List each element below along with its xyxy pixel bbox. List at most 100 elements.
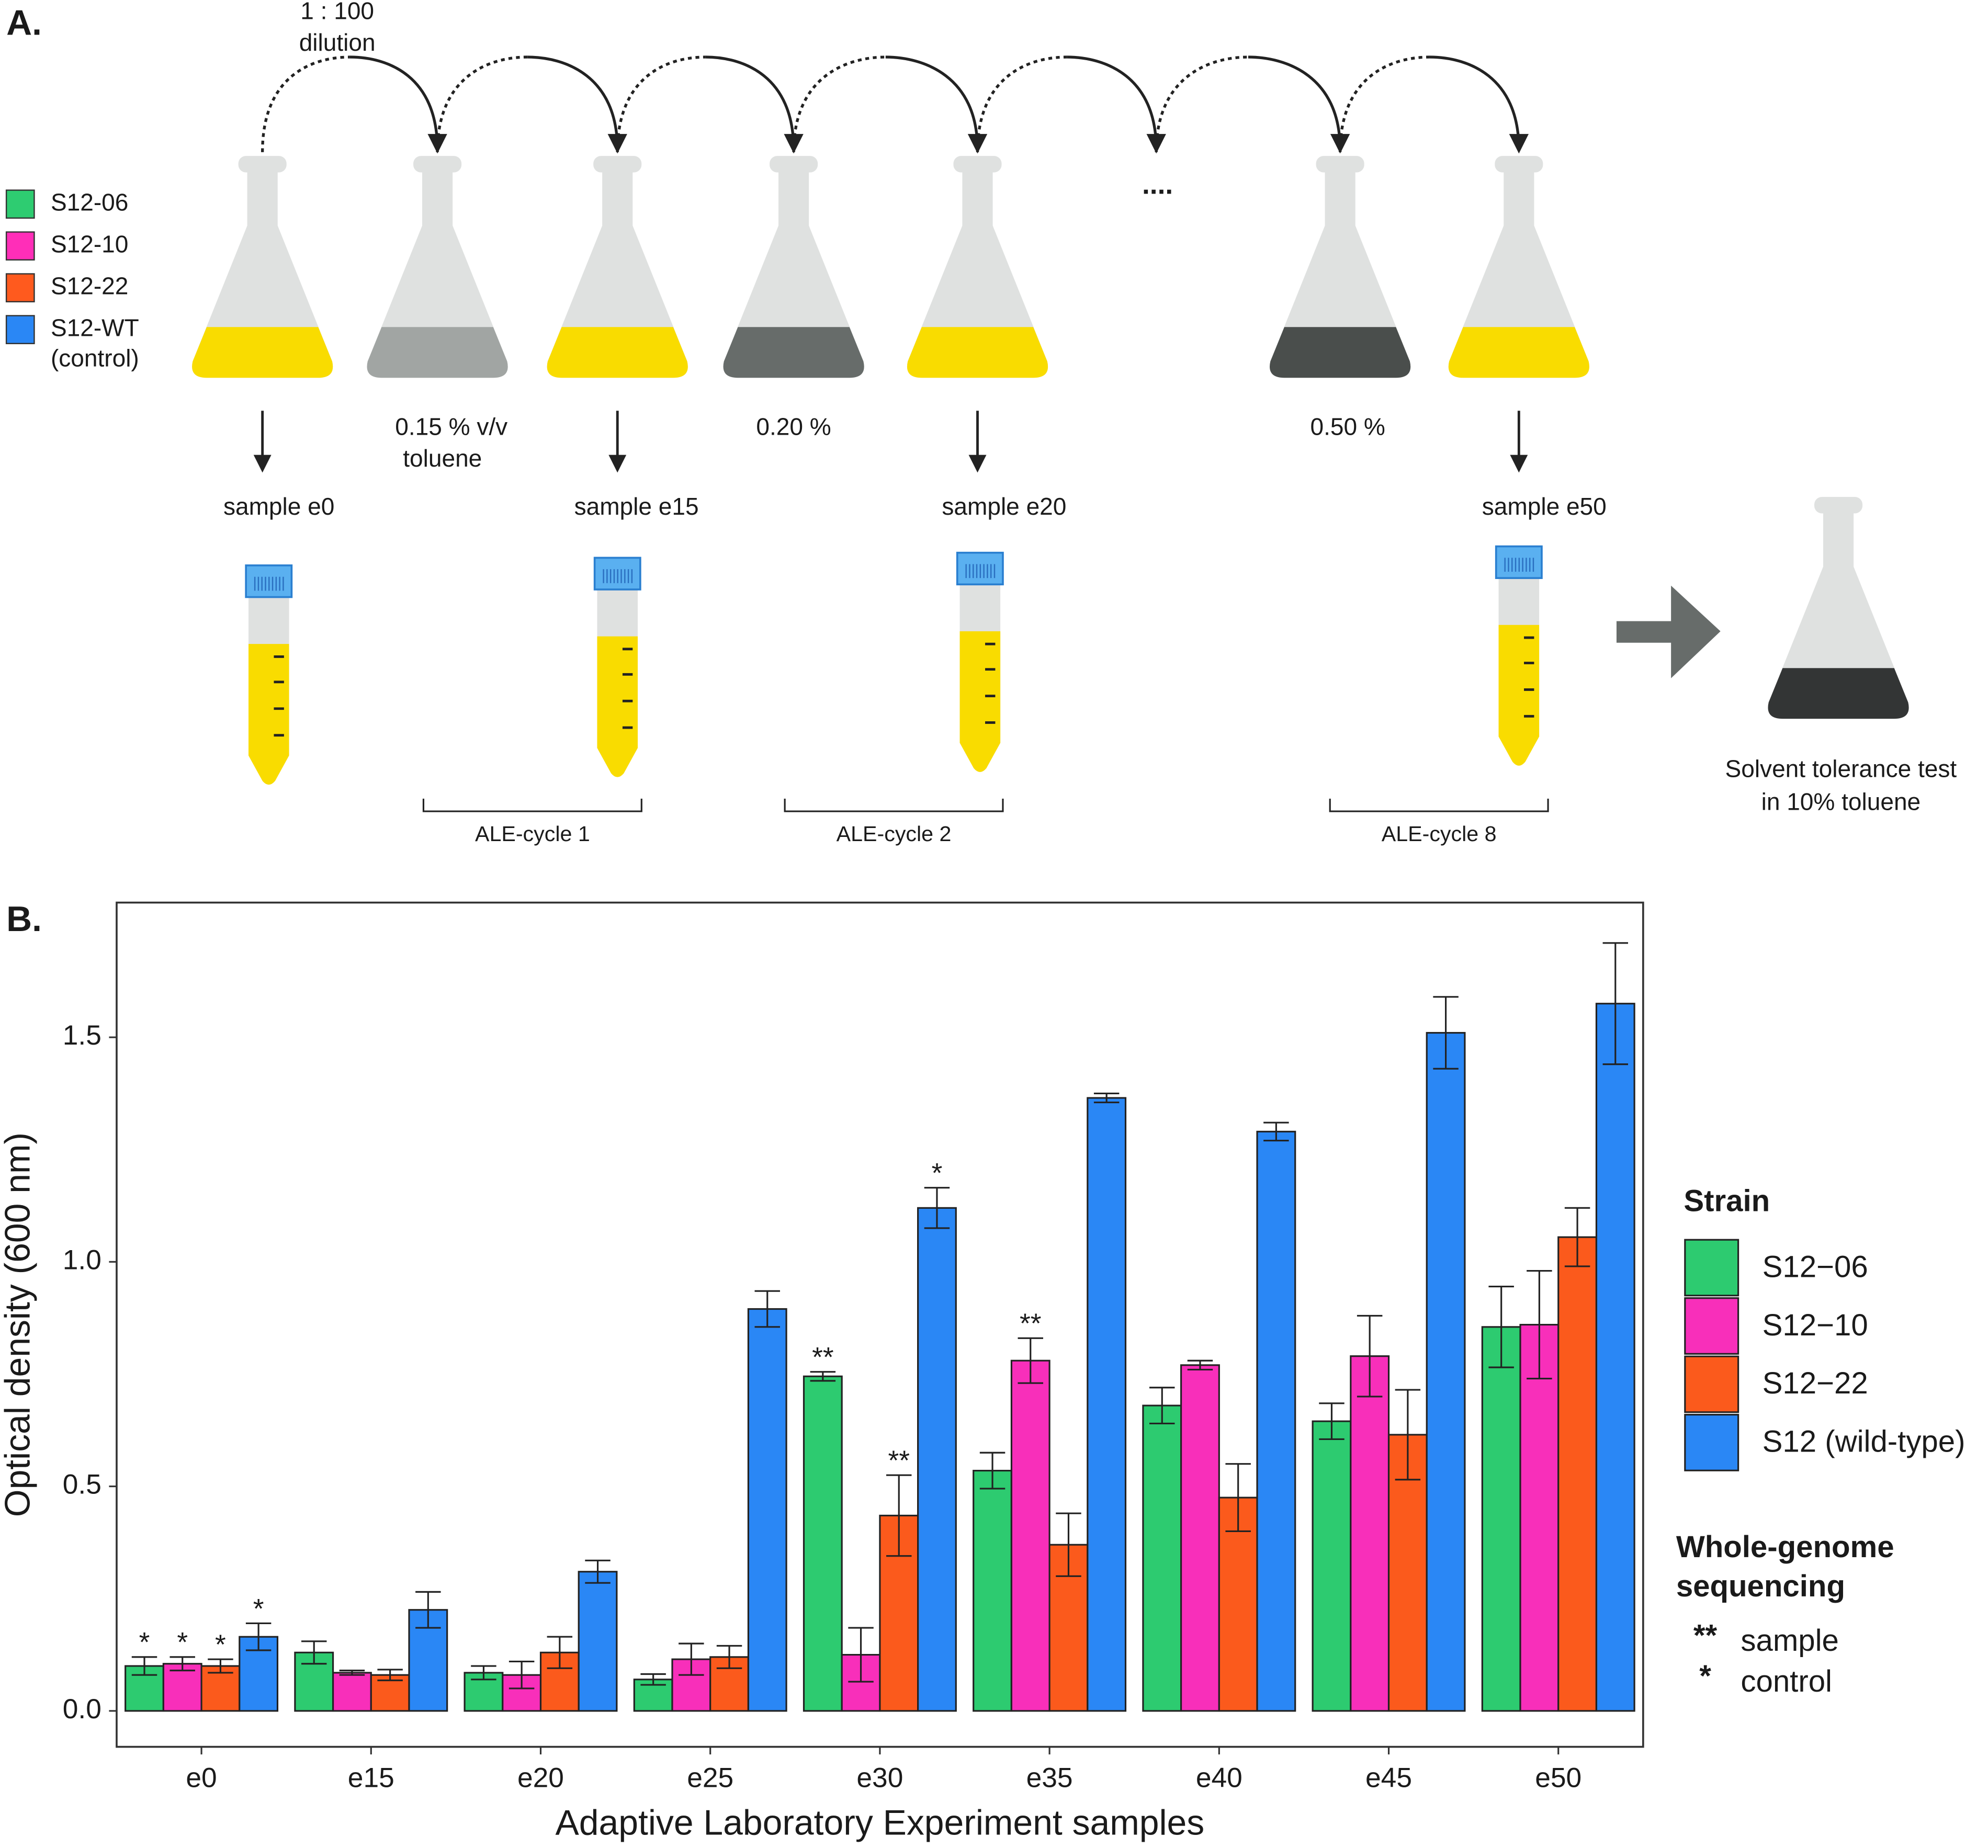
- flask-rim: [1316, 156, 1364, 173]
- error-bar: [1395, 1389, 1421, 1481]
- legend-swatch: [1684, 1355, 1740, 1413]
- tube: [593, 557, 641, 777]
- bar: [1010, 1359, 1051, 1712]
- bar: [332, 1672, 372, 1712]
- error-bar: [1263, 1121, 1289, 1142]
- x-tick-label: e40: [1196, 1763, 1243, 1794]
- error-bar: [1319, 1402, 1345, 1441]
- error-bar: [471, 1665, 496, 1681]
- transfer-arc: [885, 55, 988, 154]
- transfer-arc-dotted: [976, 55, 1067, 152]
- flask: [723, 156, 864, 378]
- flask: [547, 156, 688, 378]
- legend-label: S12-06: [51, 188, 128, 216]
- legend-label: S12-22: [51, 272, 128, 299]
- error-bar: [810, 1371, 836, 1382]
- flask: [192, 156, 333, 378]
- legend-note: (control): [51, 344, 139, 371]
- transfer-arc-dotted: [1155, 55, 1248, 152]
- panel-label: A.: [6, 3, 42, 42]
- legend-label: sample: [1741, 1624, 1838, 1658]
- legend-label: S12−10: [1763, 1308, 1868, 1342]
- significance-label: *: [932, 1158, 943, 1189]
- bar: [578, 1571, 618, 1712]
- flask-body: [547, 169, 688, 378]
- flask-body: [192, 169, 333, 378]
- error-bar: [377, 1669, 403, 1682]
- bar: [917, 1207, 957, 1712]
- flask-rim: [593, 156, 642, 173]
- transfer-arc: [1067, 55, 1166, 154]
- legend-swatch: [1684, 1414, 1740, 1471]
- transfer-arc: [705, 55, 804, 154]
- error-bar: [301, 1640, 327, 1665]
- error-bar: [979, 1452, 1006, 1490]
- error-bar: [1564, 1207, 1590, 1267]
- flask-rim: [238, 156, 287, 173]
- legend-swatch: [5, 189, 35, 219]
- legend-label: S12 (wild-type): [1763, 1425, 1966, 1459]
- flask: [367, 156, 508, 378]
- error-bar: [716, 1645, 742, 1669]
- flask-liquid: [1270, 327, 1411, 378]
- x-tick-label: e45: [1365, 1763, 1412, 1794]
- error-bar: [1225, 1463, 1251, 1533]
- error-bar: [208, 1658, 233, 1674]
- concentration-label: toluene: [403, 445, 482, 472]
- bar: [1312, 1420, 1352, 1712]
- significance-label: *: [215, 1629, 226, 1660]
- x-tick-label: e35: [1026, 1763, 1073, 1794]
- flask-liquid: [1768, 668, 1909, 719]
- bar: [1218, 1496, 1258, 1712]
- error-bar: [415, 1591, 441, 1629]
- transfer-arc: [1429, 55, 1529, 154]
- ellipsis: ....: [1142, 169, 1173, 200]
- bar: [1142, 1404, 1182, 1712]
- error-bar: [509, 1660, 535, 1690]
- sample-label: sample e20: [942, 493, 1066, 520]
- bar: [803, 1375, 843, 1712]
- x-tick-label: e0: [186, 1763, 217, 1794]
- error-bar: [1187, 1359, 1213, 1370]
- y-tick-label: 0.0: [63, 1694, 101, 1725]
- cycle-bracket: [784, 798, 1004, 812]
- error-bar: [1149, 1387, 1175, 1425]
- concentration-label: 0.50 %: [1310, 413, 1385, 440]
- transfer-arc: [1248, 55, 1350, 154]
- legend-label: S12−22: [1763, 1366, 1868, 1400]
- error-bar: [170, 1656, 195, 1672]
- significance-label: **: [812, 1342, 833, 1373]
- bar: [1350, 1355, 1390, 1712]
- big-arrow: [1616, 585, 1721, 678]
- x-tick-label: e15: [348, 1763, 394, 1794]
- flask-rim: [770, 156, 818, 173]
- tube-liquid: [597, 636, 638, 777]
- cycle-label: ALE-cycle 2: [837, 822, 952, 846]
- bar: [1087, 1097, 1127, 1712]
- legend-label: S12−06: [1763, 1250, 1868, 1284]
- transfer-arc: [527, 55, 627, 154]
- tube: [245, 564, 293, 785]
- sample-label: sample e15: [574, 493, 699, 520]
- x-tick-label: e25: [687, 1763, 733, 1794]
- transfer-arc-dotted: [792, 55, 886, 152]
- bar: [1557, 1236, 1597, 1712]
- flask-liquid: [547, 327, 688, 378]
- error-bar: [1056, 1512, 1081, 1577]
- error-bar: [1018, 1337, 1043, 1384]
- x-axis-label: Adaptive Laboratory Experiment samples: [556, 1804, 1205, 1843]
- transfer-arc: [349, 55, 447, 154]
- legend-label: S12-10: [51, 230, 128, 257]
- error-bar: [1527, 1269, 1552, 1380]
- tube-liquid: [249, 644, 289, 785]
- significance-label: *: [139, 1627, 150, 1658]
- flask-liquid: [1448, 327, 1589, 378]
- error-bar: [339, 1670, 365, 1676]
- error-bar: [754, 1290, 780, 1328]
- bar: [973, 1470, 1012, 1712]
- bar: [1387, 1434, 1428, 1712]
- flask-body: [1270, 169, 1411, 378]
- bar: [1595, 1003, 1635, 1712]
- legend-label: control: [1741, 1664, 1832, 1698]
